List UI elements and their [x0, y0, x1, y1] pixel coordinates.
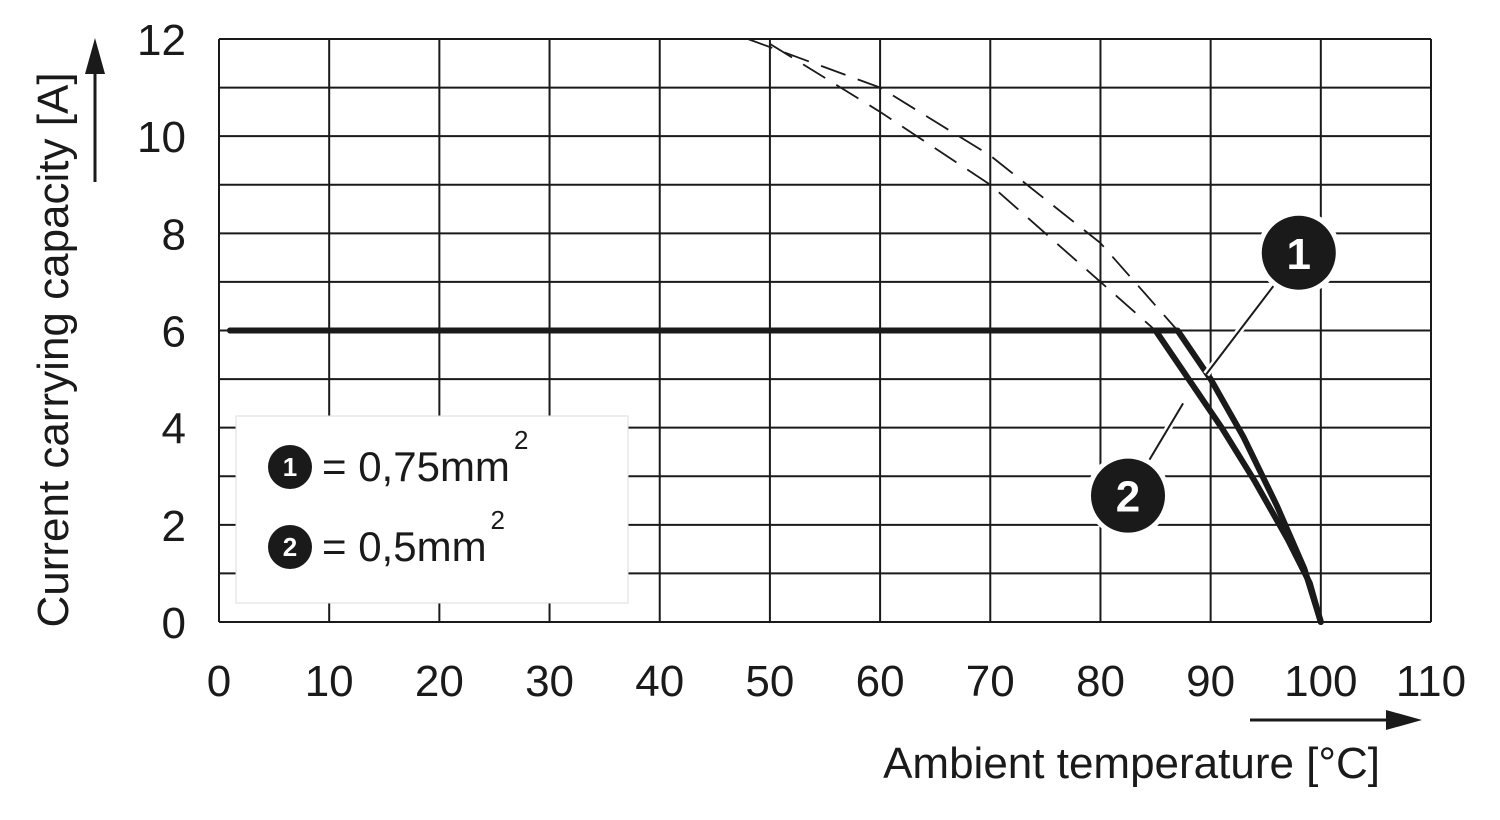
- legend-superscript: 2: [514, 425, 528, 455]
- x-axis-label: Ambient temperature [°C]: [883, 739, 1380, 788]
- dashed-curve-2: [769, 43, 1157, 332]
- legend-marker-number: 2: [283, 532, 297, 562]
- y-tick-label: 10: [137, 113, 186, 162]
- dashed-curve-1: [747, 38, 1179, 332]
- y-axis-arrow: [85, 38, 105, 182]
- legend-label: = 0,75mm: [322, 443, 510, 490]
- x-tick-label: 100: [1284, 657, 1357, 706]
- x-tick-label: 70: [966, 657, 1015, 706]
- y-axis-label: Current carrying capacity [A]: [29, 72, 78, 627]
- grid: [218, 38, 1432, 623]
- y-tick-label: 8: [162, 210, 186, 259]
- x-tick-label: 50: [745, 657, 794, 706]
- x-tick-label: 110: [1396, 657, 1466, 706]
- x-tick-label: 60: [856, 657, 905, 706]
- legend-marker-2: [268, 525, 312, 569]
- callout-marker-2: [1091, 458, 1165, 533]
- callouts: 12: [1086, 210, 1341, 538]
- x-tick-label: 0: [207, 657, 231, 706]
- y-tick-labels: 0 2 4 6 8 10 12: [137, 16, 186, 648]
- x-tick-label: 10: [305, 657, 354, 706]
- curve-2: [227, 327, 1324, 625]
- callout-number: 1: [1287, 230, 1311, 279]
- y-tick-label: 0: [162, 599, 186, 648]
- legend-superscript: 2: [491, 505, 505, 535]
- x-axis-arrow: [1250, 710, 1422, 730]
- callout-marker-1: [1261, 215, 1336, 290]
- x-tick-label: 80: [1076, 657, 1125, 706]
- y-tick-label: 6: [162, 308, 186, 357]
- x-tick-label: 30: [525, 657, 574, 706]
- y-tick-label: 12: [137, 16, 186, 65]
- x-tick-label: 20: [415, 657, 464, 706]
- callout-number: 2: [1116, 473, 1140, 522]
- legend-label: = 0,5mm: [322, 523, 487, 570]
- y-tick-label: 2: [162, 502, 186, 551]
- legend-box: [235, 415, 629, 604]
- x-tick-label: 40: [635, 657, 684, 706]
- legend-marker-number: 1: [283, 452, 297, 482]
- dashed-extrapolation: [747, 38, 1179, 332]
- y-tick-label: 4: [162, 405, 186, 454]
- curves: [227, 327, 1324, 625]
- x-tick-label: 90: [1186, 657, 1235, 706]
- legend-marker-1: [268, 445, 312, 489]
- x-tick-labels: 0 10 20 30 40 50 60 70 80 90 100 110: [207, 657, 1466, 706]
